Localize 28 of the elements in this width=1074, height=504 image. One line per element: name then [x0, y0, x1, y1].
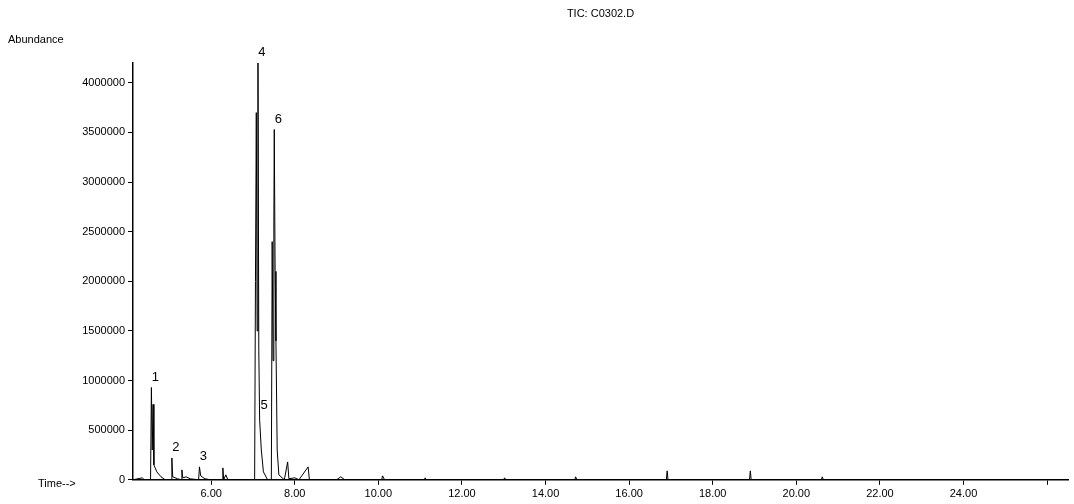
x-tick-label: 8.00 [284, 487, 306, 500]
x-axis-title: Time--> [38, 476, 76, 489]
y-tick-label: 3000000 [82, 175, 125, 188]
y-tick-label: 1500000 [82, 323, 125, 336]
x-tick-label: 6.00 [200, 487, 222, 500]
x-tick-label: 20.00 [782, 487, 811, 500]
chart-title: TIC: C0302.D [566, 6, 635, 19]
annotation: 5 [260, 397, 268, 413]
x-tick-label: 16.00 [615, 487, 643, 500]
y-tick-label: 0 [118, 472, 125, 485]
x-tick-label: 10.00 [364, 487, 393, 500]
y-tick-label: 3500000 [82, 125, 125, 138]
x-tick-label: 18.00 [698, 487, 727, 500]
x-tick-label: 14.00 [531, 487, 560, 500]
annotation: 6 [274, 110, 282, 126]
y-tick-label: 2000000 [82, 274, 125, 287]
annotation: 1 [151, 368, 160, 384]
x-tick-label: 22.00 [866, 487, 894, 500]
y-tick-label: 500000 [88, 423, 125, 436]
x-tick-label: 24.00 [949, 487, 978, 500]
x-tick-label: 12.00 [448, 487, 476, 500]
annotation: 3 [199, 447, 208, 463]
y-tick-label: 2500000 [82, 224, 125, 237]
y-tick-label: 1000000 [82, 373, 125, 386]
annotation: 4 [258, 44, 266, 60]
annotation: 2 [172, 439, 180, 455]
y-axis-title: Abundance [8, 32, 64, 45]
y-tick-label: 4000000 [82, 75, 125, 88]
